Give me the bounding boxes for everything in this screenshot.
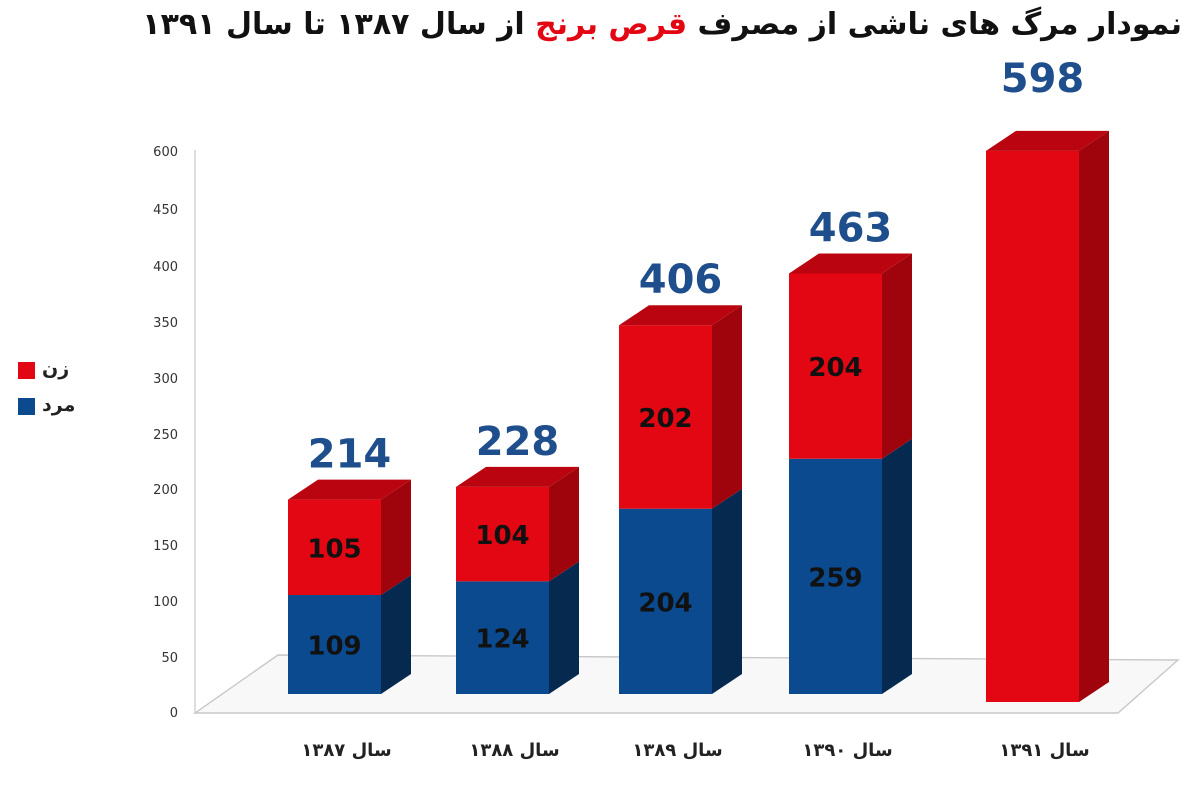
y-tick-label: 50 — [161, 651, 178, 666]
legend-swatch-men — [18, 398, 35, 415]
bar-women-side — [381, 479, 411, 595]
title-part2: از سال ۱۳۸۷ تا سال ۱۳۹۱ — [142, 7, 525, 42]
bar-top — [789, 253, 912, 274]
data-label-men: 109 — [307, 631, 361, 661]
bar-women — [456, 486, 549, 582]
bar-women-side — [549, 466, 579, 582]
bar-men-side — [549, 561, 579, 694]
data-label-women: 104 — [475, 521, 529, 551]
data-label-women: 204 — [808, 353, 862, 383]
y-tick-label: 250 — [153, 428, 178, 443]
title-part1: نمودار مرگ های ناشی از مصرف — [697, 7, 1182, 42]
y-tick-label: 300 — [153, 372, 178, 387]
bar-women — [789, 273, 882, 459]
chart-title: نمودار مرگ های ناشی از مصرف قرص برنج از … — [12, 6, 1182, 44]
y-tick-label: 0 — [170, 706, 178, 721]
bar-men-side — [882, 438, 912, 694]
x-tick-label: سال ۱۳۹۱ — [999, 740, 1089, 761]
y-tick-label: 200 — [153, 483, 178, 498]
y-tick-label: 450 — [153, 203, 178, 218]
bar-top — [288, 479, 411, 500]
y-tick-label: 100 — [153, 595, 178, 610]
data-label-men: 124 — [475, 625, 529, 655]
bar-women — [619, 325, 712, 509]
data-label-men: 204 — [638, 588, 692, 618]
y-tick-label: 400 — [153, 260, 178, 275]
y-tick-label: 350 — [153, 316, 178, 331]
x-tick-label: سال ۱۳۸۹ — [632, 740, 722, 761]
legend-item-women: زن — [18, 358, 98, 394]
data-label-women: 105 — [307, 534, 361, 564]
data-label-women: 202 — [638, 404, 692, 434]
legend-label-men: مرد — [42, 394, 76, 416]
legend-label-women: زن — [42, 358, 70, 380]
bar-men — [456, 581, 549, 694]
bar-women — [288, 499, 381, 595]
data-label-men: 259 — [808, 563, 862, 593]
y-tick-label: 150 — [153, 539, 178, 554]
bar-total — [986, 150, 1079, 702]
bar-total-side — [1079, 130, 1109, 702]
data-label-total: 598 — [1001, 56, 1085, 102]
x-tick-label: سال ۱۳۹۰ — [802, 740, 892, 761]
bar-top — [619, 305, 742, 326]
legend: زن مرد — [18, 358, 98, 430]
data-label-total: 214 — [308, 432, 392, 478]
bar-women-side — [882, 253, 912, 459]
bar-men-side — [712, 488, 742, 694]
data-label-total: 406 — [639, 257, 723, 303]
bar-top — [986, 130, 1109, 151]
x-tick-label: سال ۱۳۸۸ — [469, 740, 559, 761]
bar-men — [789, 458, 882, 694]
data-label-total: 228 — [476, 419, 560, 465]
bar-men — [619, 508, 712, 694]
bar-men-side — [381, 574, 411, 694]
bar-men — [288, 594, 381, 694]
x-tick-label: سال ۱۳۸۷ — [301, 740, 391, 761]
legend-swatch-women — [18, 362, 35, 379]
y-tick-label: 600 — [153, 145, 178, 160]
bar-women-side — [712, 305, 742, 509]
data-label-total: 463 — [809, 205, 893, 251]
bar-top — [456, 466, 579, 487]
legend-item-men: مرد — [18, 394, 98, 430]
title-highlight: قرص برنج — [535, 7, 688, 42]
